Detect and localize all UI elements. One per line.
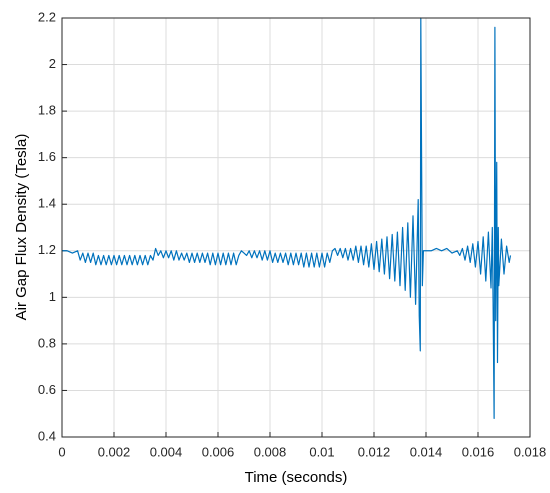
data-line [62,17,512,419]
x-tick-label: 0.016 [462,444,495,459]
y-tick-label: 1.8 [38,103,56,118]
x-tick-label: 0.01 [309,444,334,459]
y-tick-label: 0.4 [38,428,56,443]
plot-frame [61,17,531,438]
x-tick-label: 0.006 [202,444,235,459]
x-tick-label: 0 [58,444,65,459]
y-tick-label: 1.6 [38,149,56,164]
y-tick-label: 2.2 [38,9,56,24]
y-tick-label: 2 [49,56,56,71]
y-tick-label: 0.6 [38,382,56,397]
x-tick-label: 0.004 [150,444,183,459]
x-tick-label: 0.008 [254,444,287,459]
x-tick-label: 0.018 [514,444,547,459]
x-tick-label: 0.012 [358,444,391,459]
x-tick-label: 0.014 [410,444,443,459]
y-tick-label: 1.4 [38,196,56,211]
y-tick-label: 1 [49,289,56,304]
x-axis-label: Time (seconds) [245,469,348,486]
y-tick-label: 1.2 [38,242,56,257]
y-tick-label: 0.8 [38,335,56,350]
y-axis-label: Air Gap Flux Density (Tesla) [13,134,30,321]
plot-area [62,18,530,437]
x-tick-label: 0.002 [98,444,131,459]
